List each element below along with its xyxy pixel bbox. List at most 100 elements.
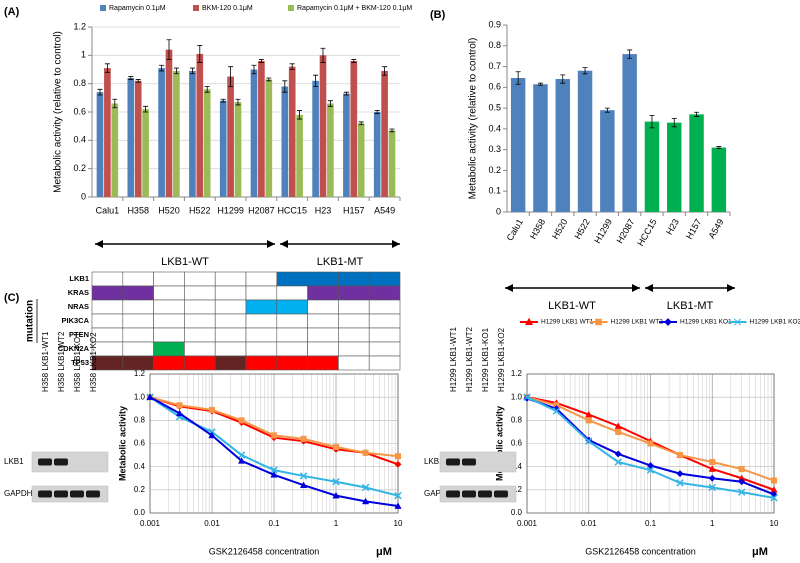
error-bar	[374, 110, 380, 114]
mutation-cell	[307, 355, 339, 371]
bar	[644, 121, 660, 212]
x-tick-label: H520	[158, 205, 180, 215]
mutation-cell	[307, 299, 339, 315]
bar	[158, 68, 165, 197]
legend-swatch	[288, 5, 294, 11]
x-axis-label: GSK2126458 concentration	[209, 546, 320, 556]
marker	[585, 437, 593, 445]
error-bar	[220, 98, 226, 103]
gene-label: PTEN	[69, 330, 89, 339]
bar	[134, 80, 142, 197]
error-bar	[515, 71, 521, 85]
marker	[332, 491, 340, 499]
mutation-cell	[245, 299, 278, 315]
mutation-cell	[276, 285, 308, 301]
blot-band	[478, 490, 492, 498]
y-tick-label: 0.8	[73, 78, 86, 88]
error-bar	[560, 74, 566, 84]
y-tick-label: 0.8	[134, 415, 146, 424]
blot-band	[494, 490, 508, 498]
marker	[394, 491, 402, 500]
x-tick-label: H157	[684, 217, 703, 241]
x-tick-label: Calu1	[505, 217, 525, 242]
legend-label: H1299 LKB1 KO1	[680, 319, 732, 326]
mutation-cell	[153, 341, 185, 357]
marker	[738, 478, 746, 486]
mutation-cell	[184, 341, 216, 357]
error-bar	[235, 98, 241, 106]
mutation-cell	[338, 341, 370, 357]
blot-band	[86, 490, 100, 498]
row-label: GAPDH	[4, 489, 33, 498]
lane-label: H358 LKB1-WT1	[41, 331, 50, 392]
mutation-cell	[214, 327, 247, 343]
mutation-cell	[184, 271, 216, 287]
bar	[600, 110, 615, 212]
bar	[250, 69, 258, 197]
blot-band	[446, 458, 460, 466]
error-bar	[351, 59, 357, 63]
y-axis-label: Metabolic activity	[117, 406, 127, 481]
bar	[343, 93, 350, 197]
y-tick-label: 0.8	[511, 415, 523, 424]
x-tick-label: H23	[315, 205, 332, 215]
legend-marker	[595, 318, 602, 326]
marker	[676, 470, 684, 478]
bar	[203, 89, 211, 197]
lane-label: H358 LKB1-WT2	[57, 331, 66, 392]
marker	[615, 428, 622, 435]
mutation-cell	[184, 299, 216, 315]
panel-label: (A)	[4, 6, 20, 18]
error-bar	[694, 111, 700, 117]
legend-label: H1299 LKB1 WT1	[541, 319, 594, 326]
x-tick-label: A549	[374, 205, 395, 215]
error-bar	[104, 63, 110, 73]
annotation: LKB1-WT	[161, 256, 209, 268]
bar	[219, 100, 227, 197]
y-tick-label: 0.4	[488, 123, 501, 133]
legend-marker	[524, 317, 534, 326]
y-tick-label: 0.4	[511, 462, 523, 471]
y-tick-label: 1.2	[134, 369, 146, 378]
blot-membrane	[439, 451, 517, 473]
bar	[196, 53, 204, 197]
legend-swatch	[193, 5, 199, 11]
x-tick-label: H1299	[592, 217, 614, 245]
mutation-cell	[245, 327, 278, 343]
mutation-cell	[368, 355, 401, 371]
mutation-cell	[122, 299, 154, 315]
bar	[189, 70, 196, 197]
x-tick-label: 10	[394, 519, 403, 528]
y-tick-label: 0.2	[488, 165, 501, 175]
mutation-cell	[338, 355, 370, 371]
mutation-cell	[338, 299, 370, 315]
marker	[738, 465, 745, 473]
y-tick-label: 0.4	[73, 135, 86, 145]
mutation-cell	[276, 355, 308, 371]
marker	[709, 458, 716, 466]
marker	[175, 409, 184, 417]
y-tick-label: 1.2	[511, 369, 523, 378]
plot-frame	[149, 373, 399, 514]
gene-label: KRAS	[68, 288, 89, 297]
x-tick-label: H23	[664, 217, 681, 236]
marker	[394, 453, 402, 460]
mutation-cell	[245, 313, 278, 329]
error-bar	[389, 128, 395, 133]
error-bar	[189, 67, 195, 75]
y-tick-label: 0.0	[134, 508, 146, 517]
mutation-cell	[338, 313, 370, 329]
marker	[676, 452, 684, 459]
mutation-cell	[214, 313, 247, 329]
mutation-cell	[276, 271, 308, 287]
error-bar	[537, 82, 543, 86]
bar	[281, 86, 289, 197]
error-bar	[289, 63, 295, 70]
marker	[208, 406, 216, 413]
marker	[647, 440, 654, 447]
error-bar	[258, 59, 264, 63]
mutation-cell	[276, 327, 308, 343]
bar	[127, 78, 135, 197]
blot-band	[462, 490, 476, 498]
